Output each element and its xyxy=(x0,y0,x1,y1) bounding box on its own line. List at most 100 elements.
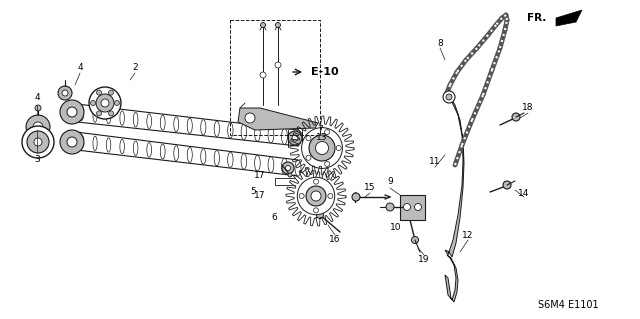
Circle shape xyxy=(26,115,50,139)
Text: S6M4 E1101: S6M4 E1101 xyxy=(538,300,598,310)
Ellipse shape xyxy=(214,121,220,137)
Circle shape xyxy=(503,181,511,189)
Text: 3: 3 xyxy=(34,155,40,165)
Circle shape xyxy=(403,204,410,211)
Circle shape xyxy=(324,161,330,167)
Circle shape xyxy=(306,186,326,206)
Circle shape xyxy=(275,62,281,68)
Circle shape xyxy=(62,90,68,96)
Ellipse shape xyxy=(160,144,165,159)
Ellipse shape xyxy=(160,115,165,130)
Circle shape xyxy=(60,130,84,154)
Ellipse shape xyxy=(93,136,97,151)
Text: 17: 17 xyxy=(254,190,266,199)
Circle shape xyxy=(275,23,280,27)
Ellipse shape xyxy=(147,114,152,129)
Circle shape xyxy=(97,111,102,116)
Text: E-10: E-10 xyxy=(311,67,339,77)
Text: 19: 19 xyxy=(419,256,429,264)
Bar xyxy=(230,20,320,135)
Polygon shape xyxy=(445,255,458,302)
Circle shape xyxy=(101,99,109,107)
Text: 7: 7 xyxy=(317,125,323,135)
Polygon shape xyxy=(400,195,425,220)
Ellipse shape xyxy=(188,118,192,133)
Text: 16: 16 xyxy=(329,235,340,244)
Text: 9: 9 xyxy=(387,177,393,187)
Circle shape xyxy=(109,90,113,95)
Circle shape xyxy=(34,138,42,146)
Circle shape xyxy=(33,122,43,132)
Text: 13: 13 xyxy=(316,133,328,143)
Circle shape xyxy=(109,111,113,116)
Circle shape xyxy=(311,191,321,201)
Ellipse shape xyxy=(282,159,287,174)
Circle shape xyxy=(67,107,77,117)
Ellipse shape xyxy=(133,141,138,156)
Circle shape xyxy=(352,193,360,201)
Ellipse shape xyxy=(174,146,179,161)
Circle shape xyxy=(309,135,335,161)
Ellipse shape xyxy=(255,155,260,171)
Circle shape xyxy=(298,177,335,215)
Ellipse shape xyxy=(228,152,233,167)
Circle shape xyxy=(317,211,323,219)
Text: 14: 14 xyxy=(518,189,530,197)
Circle shape xyxy=(260,23,266,27)
Text: 8: 8 xyxy=(437,39,443,48)
Text: 2: 2 xyxy=(132,63,138,72)
Ellipse shape xyxy=(268,157,274,173)
Circle shape xyxy=(90,100,95,106)
Circle shape xyxy=(412,236,419,243)
Circle shape xyxy=(60,100,84,124)
Ellipse shape xyxy=(241,124,246,140)
Circle shape xyxy=(22,126,54,158)
Circle shape xyxy=(97,90,102,95)
Text: 17: 17 xyxy=(254,170,266,180)
Circle shape xyxy=(299,194,304,198)
Ellipse shape xyxy=(255,126,260,141)
Text: FR.: FR. xyxy=(527,13,546,23)
Circle shape xyxy=(115,100,120,106)
Text: 11: 11 xyxy=(429,158,441,167)
Text: 4: 4 xyxy=(34,93,40,102)
Ellipse shape xyxy=(133,112,138,127)
Ellipse shape xyxy=(120,111,124,125)
Ellipse shape xyxy=(201,120,206,135)
Circle shape xyxy=(301,128,342,168)
Circle shape xyxy=(306,136,311,141)
Ellipse shape xyxy=(147,143,152,157)
Polygon shape xyxy=(556,10,582,26)
Circle shape xyxy=(306,155,311,160)
Ellipse shape xyxy=(79,135,84,149)
Text: 10: 10 xyxy=(390,224,402,233)
Ellipse shape xyxy=(241,154,246,169)
Circle shape xyxy=(89,87,121,119)
Text: 6: 6 xyxy=(271,213,277,222)
Circle shape xyxy=(512,113,520,121)
Polygon shape xyxy=(445,95,464,257)
Ellipse shape xyxy=(228,122,233,138)
Circle shape xyxy=(446,94,452,100)
Text: 15: 15 xyxy=(364,183,376,192)
Ellipse shape xyxy=(106,138,111,152)
Ellipse shape xyxy=(66,105,70,119)
Circle shape xyxy=(288,131,302,145)
Circle shape xyxy=(336,145,341,151)
Text: 18: 18 xyxy=(522,103,534,113)
Circle shape xyxy=(27,131,49,153)
Circle shape xyxy=(314,179,319,184)
Polygon shape xyxy=(238,108,318,130)
Ellipse shape xyxy=(268,127,274,143)
Circle shape xyxy=(443,91,455,103)
Circle shape xyxy=(260,72,266,78)
Ellipse shape xyxy=(93,108,97,122)
Circle shape xyxy=(58,86,72,100)
Ellipse shape xyxy=(295,160,301,176)
Ellipse shape xyxy=(174,117,179,132)
Circle shape xyxy=(245,113,255,123)
Circle shape xyxy=(292,135,298,141)
Circle shape xyxy=(314,208,319,213)
Ellipse shape xyxy=(201,149,206,164)
Ellipse shape xyxy=(79,107,84,121)
